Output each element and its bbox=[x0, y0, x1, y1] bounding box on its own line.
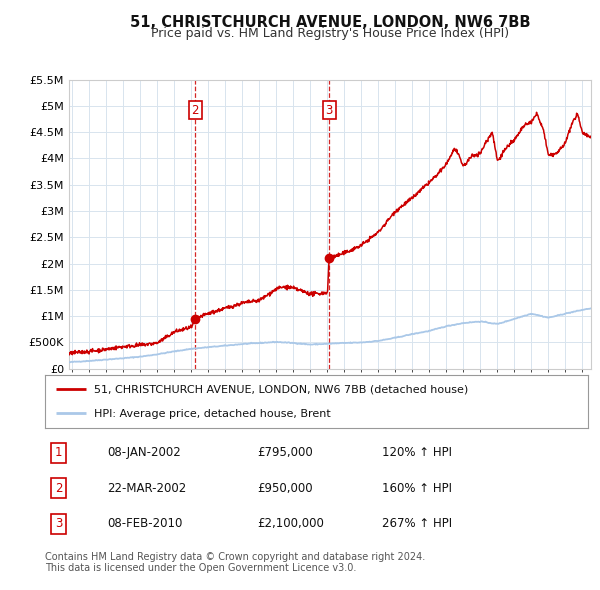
Text: 120% ↑ HPI: 120% ↑ HPI bbox=[382, 446, 452, 459]
Text: 08-JAN-2002: 08-JAN-2002 bbox=[107, 446, 181, 459]
Text: 2: 2 bbox=[55, 481, 62, 495]
Text: 51, CHRISTCHURCH AVENUE, LONDON, NW6 7BB: 51, CHRISTCHURCH AVENUE, LONDON, NW6 7BB bbox=[130, 15, 530, 30]
Text: 22-MAR-2002: 22-MAR-2002 bbox=[107, 481, 187, 495]
Text: £2,100,000: £2,100,000 bbox=[257, 517, 323, 530]
Text: Price paid vs. HM Land Registry's House Price Index (HPI): Price paid vs. HM Land Registry's House … bbox=[151, 27, 509, 40]
Text: 267% ↑ HPI: 267% ↑ HPI bbox=[382, 517, 452, 530]
Text: HPI: Average price, detached house, Brent: HPI: Average price, detached house, Bren… bbox=[94, 409, 331, 419]
Text: 1: 1 bbox=[55, 446, 62, 459]
Text: 08-FEB-2010: 08-FEB-2010 bbox=[107, 517, 183, 530]
Text: 51, CHRISTCHURCH AVENUE, LONDON, NW6 7BB (detached house): 51, CHRISTCHURCH AVENUE, LONDON, NW6 7BB… bbox=[94, 385, 468, 395]
Text: 160% ↑ HPI: 160% ↑ HPI bbox=[382, 481, 452, 495]
Text: 3: 3 bbox=[55, 517, 62, 530]
Text: 3: 3 bbox=[325, 103, 333, 116]
Text: 2: 2 bbox=[191, 103, 199, 116]
Text: Contains HM Land Registry data © Crown copyright and database right 2024.
This d: Contains HM Land Registry data © Crown c… bbox=[45, 552, 425, 573]
Text: £795,000: £795,000 bbox=[257, 446, 313, 459]
Text: £950,000: £950,000 bbox=[257, 481, 313, 495]
